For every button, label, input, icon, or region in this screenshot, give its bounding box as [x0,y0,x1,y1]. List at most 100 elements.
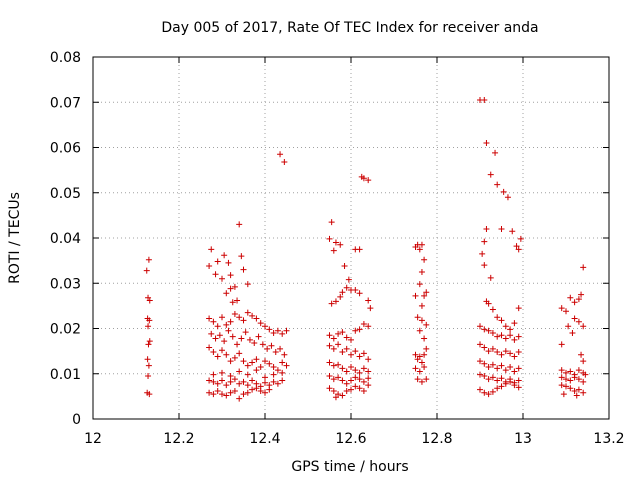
data-point [494,385,501,392]
data-point [348,351,354,358]
data-point [229,333,236,340]
data-point [236,314,243,321]
data-point [330,335,337,342]
data-point [502,348,509,355]
data-point [356,369,363,376]
data-point [244,281,251,288]
data-point [330,362,337,369]
data-point [227,318,234,325]
data-point [494,377,501,384]
data-point [339,365,346,372]
data-point [481,389,488,396]
data-point [330,345,337,352]
data-point [270,371,277,378]
x-tick-label: 12 [84,431,102,447]
data-point [356,385,363,392]
data-point [251,339,258,346]
data-point [348,377,354,384]
data-point [262,358,268,365]
data-point [492,149,499,156]
data-point [515,377,522,384]
data-point [253,315,260,322]
data-point [502,367,509,374]
data-point [219,347,225,354]
data-point [515,384,522,391]
data-point [277,345,284,352]
data-point [360,350,367,357]
data-point [511,320,518,327]
data-point [498,225,505,232]
data-point [414,376,421,383]
data-point [575,367,582,374]
data-point [498,383,505,390]
data-point [477,371,483,378]
data-point [208,330,215,337]
chart-title: Day 005 of 2017, Rate Of TEC Index for r… [161,20,538,36]
data-point [262,374,268,381]
data-point [423,345,430,352]
data-point [511,353,518,360]
data-point [578,291,585,298]
data-point [227,389,234,396]
data-point [352,348,359,355]
data-point [418,317,425,324]
data-point [249,377,256,384]
data-point [571,299,578,306]
data-point [332,298,339,305]
data-point [339,329,346,336]
data-point [487,171,494,178]
data-point [208,246,215,253]
data-point [367,305,374,312]
data-point [509,228,516,235]
data-point [498,362,505,369]
data-point [558,382,565,389]
data-point [145,323,152,330]
data-point [578,351,585,358]
data-point [575,376,582,383]
data-point [494,314,501,321]
data-point [481,262,488,269]
data-point [206,377,213,384]
data-point [343,334,350,341]
data-point [365,323,372,330]
data-point [580,264,587,271]
data-point [356,326,363,333]
data-point [339,289,346,296]
data-point [489,345,496,352]
data-point [264,345,271,352]
data-point [253,385,260,392]
data-point [504,194,511,201]
data-point [360,387,367,394]
data-point [212,271,219,278]
data-point [255,333,262,340]
data-point [257,320,264,327]
data-point [146,297,153,304]
data-point [507,332,514,339]
data-point [511,368,518,375]
data-point [227,272,234,279]
data-point [352,327,359,334]
y-tick-label: 0.05 [50,186,81,202]
data-point [231,387,238,394]
data-point [365,382,372,389]
data-point [421,351,428,358]
data-point [356,246,363,253]
data-point [257,363,264,370]
data-point [580,389,587,396]
data-point [365,375,372,382]
data-point [225,259,232,266]
data-point [517,235,524,242]
data-point [352,287,359,294]
data-point [253,367,260,374]
data-point [221,338,228,345]
data-point [571,387,578,394]
data-points [143,96,589,402]
data-point [234,297,241,304]
data-point [483,225,490,232]
x-tick-label: 12.2 [163,431,194,447]
data-point [515,305,522,312]
data-point [489,306,496,313]
data-point [580,378,587,385]
data-point [277,151,284,158]
data-point [279,377,286,384]
